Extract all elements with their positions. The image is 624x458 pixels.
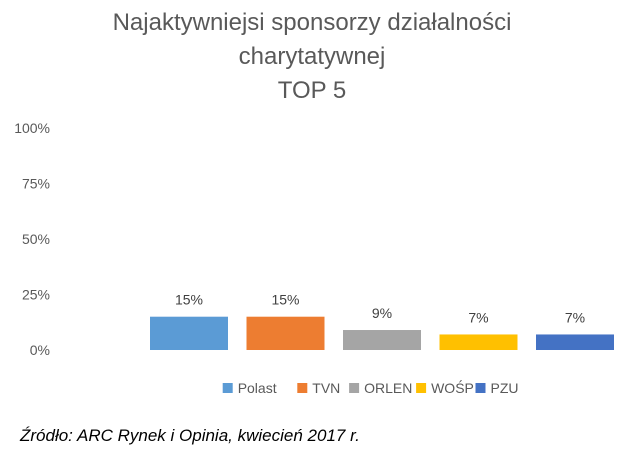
source-note: Źródło: ARC Rynek i Opinia, kwiecień 201…	[20, 426, 360, 445]
legend-swatch-pzu	[475, 383, 486, 393]
legend-label: WOŚP	[431, 379, 474, 396]
data-label: 9%	[372, 305, 392, 321]
y-tick-label: 75%	[22, 176, 50, 192]
bar-wośp	[439, 334, 518, 350]
bar-polast	[150, 316, 228, 350]
chart-title-line-1: Najaktywniejsi sponsorzy działalności	[112, 9, 512, 36]
legend-swatch-wośp	[416, 383, 427, 393]
y-tick-label: 50%	[22, 231, 50, 247]
data-label: 15%	[175, 292, 203, 308]
data-label: 7%	[468, 309, 488, 325]
legend-swatch-polast	[222, 383, 233, 393]
legend-label: ORLEN	[364, 380, 412, 396]
bar-tvn	[246, 316, 325, 350]
data-label: 15%	[271, 292, 299, 308]
y-tick-label: 0%	[30, 342, 50, 358]
bar-pzu	[536, 334, 614, 350]
y-tick-label: 25%	[22, 287, 50, 303]
legend-label: TVN	[312, 380, 340, 396]
bar-orlen	[343, 330, 421, 350]
legend-swatch-tvn	[297, 383, 308, 393]
legend-label: Polast	[238, 380, 277, 396]
chart-title-line-3: TOP 5	[277, 77, 347, 104]
chart-title-line-2: charytatywnej	[238, 43, 386, 70]
legend-swatch-orlen	[349, 383, 360, 393]
y-tick-label: 100%	[14, 120, 50, 136]
data-label: 7%	[565, 309, 585, 325]
legend-label: PZU	[491, 380, 519, 396]
chart-title: Najaktywniejsi sponsorzy działalności ch…	[0, 6, 624, 108]
